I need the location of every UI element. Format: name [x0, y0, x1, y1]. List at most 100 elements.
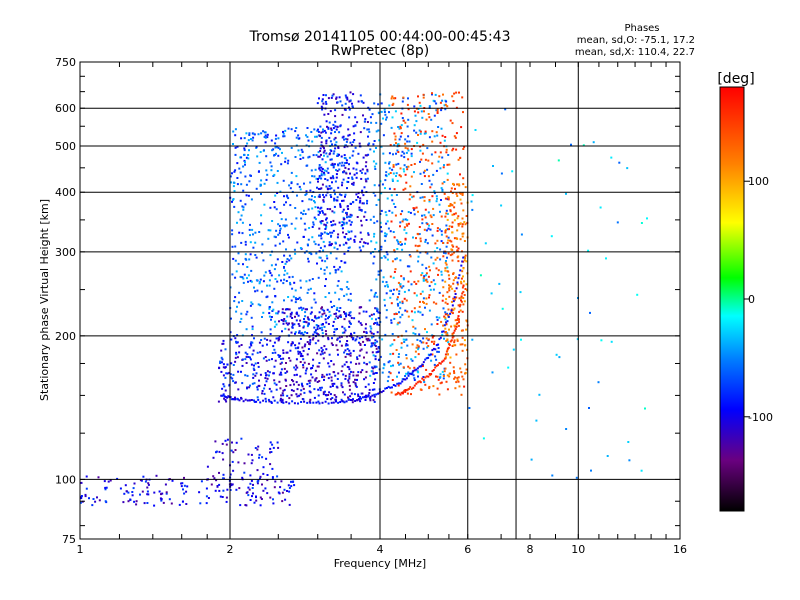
data-point — [443, 139, 446, 142]
data-point — [324, 228, 327, 230]
data-point — [428, 385, 431, 388]
data-point — [270, 169, 273, 172]
data-point — [361, 189, 364, 192]
data-point — [238, 231, 241, 234]
data-point — [365, 310, 368, 313]
data-point — [441, 182, 444, 185]
data-point — [449, 239, 452, 242]
data-point — [219, 362, 222, 364]
data-point — [319, 327, 321, 330]
data-point — [288, 503, 291, 506]
data-point — [455, 91, 458, 94]
data-point — [296, 366, 299, 369]
data-point — [346, 216, 348, 219]
cusp-point — [228, 396, 231, 398]
data-point — [314, 315, 317, 318]
data-point — [323, 231, 326, 234]
data-point — [410, 164, 413, 166]
data-point — [289, 315, 292, 318]
data-point — [230, 181, 232, 184]
data-point — [308, 382, 311, 385]
data-point — [425, 272, 428, 275]
data-point — [460, 393, 463, 396]
data-point — [438, 291, 441, 294]
data-point — [442, 166, 445, 169]
data-point — [365, 332, 368, 334]
data-point — [444, 318, 447, 321]
data-point — [452, 183, 454, 185]
data-point — [272, 372, 275, 375]
data-point — [222, 458, 225, 461]
data-point — [299, 319, 302, 322]
data-point — [242, 206, 245, 209]
data-point — [139, 493, 141, 496]
data-point — [345, 315, 347, 318]
data-point — [263, 392, 266, 395]
data-point — [274, 142, 277, 145]
data-point — [587, 249, 590, 252]
data-point — [339, 307, 342, 309]
data-point — [348, 375, 351, 378]
data-point — [347, 246, 350, 249]
data-point — [395, 175, 397, 177]
data-point — [288, 487, 291, 489]
data-point — [491, 371, 494, 374]
data-point — [153, 504, 156, 507]
data-point — [390, 194, 393, 197]
data-point — [439, 376, 442, 379]
data-point — [295, 175, 298, 178]
data-point — [280, 394, 283, 397]
data-point — [399, 241, 402, 243]
data-point — [424, 383, 427, 386]
data-point — [388, 167, 391, 170]
data-point — [417, 371, 420, 374]
data-point — [283, 203, 286, 206]
data-point — [325, 140, 328, 143]
data-point — [327, 377, 330, 380]
data-point — [241, 276, 244, 279]
data-point — [565, 428, 568, 430]
data-point — [318, 134, 321, 137]
data-point — [444, 215, 447, 218]
data-point — [455, 353, 458, 356]
data-point — [565, 192, 567, 195]
data-point — [256, 396, 259, 399]
data-point — [144, 480, 147, 483]
data-point — [366, 168, 369, 171]
data-point — [297, 352, 300, 355]
data-point — [264, 377, 267, 380]
data-point — [373, 365, 376, 368]
data-point — [417, 245, 420, 248]
data-point — [320, 386, 323, 389]
data-point — [319, 147, 322, 150]
data-point — [284, 262, 287, 265]
data-point — [294, 347, 297, 350]
data-point — [248, 258, 251, 261]
data-point — [375, 318, 377, 321]
data-point — [385, 118, 387, 121]
data-point — [413, 207, 416, 210]
data-point — [225, 443, 228, 446]
data-point — [444, 313, 447, 316]
cusp-point — [445, 321, 448, 324]
data-point — [243, 137, 246, 140]
data-point — [273, 235, 276, 238]
data-point — [281, 308, 284, 311]
data-point — [358, 208, 361, 211]
data-point — [344, 355, 347, 358]
data-point — [320, 173, 323, 176]
data-point — [456, 319, 458, 321]
data-point — [307, 208, 310, 211]
data-point — [374, 291, 377, 294]
data-point — [380, 256, 383, 259]
data-point — [268, 400, 271, 403]
data-point — [344, 377, 347, 380]
data-point — [221, 442, 224, 445]
data-point — [373, 150, 375, 153]
cusp-point — [457, 277, 460, 280]
data-point — [432, 385, 435, 388]
data-point — [305, 369, 308, 372]
data-point — [288, 490, 291, 493]
data-point — [249, 358, 252, 361]
data-point — [235, 351, 238, 354]
